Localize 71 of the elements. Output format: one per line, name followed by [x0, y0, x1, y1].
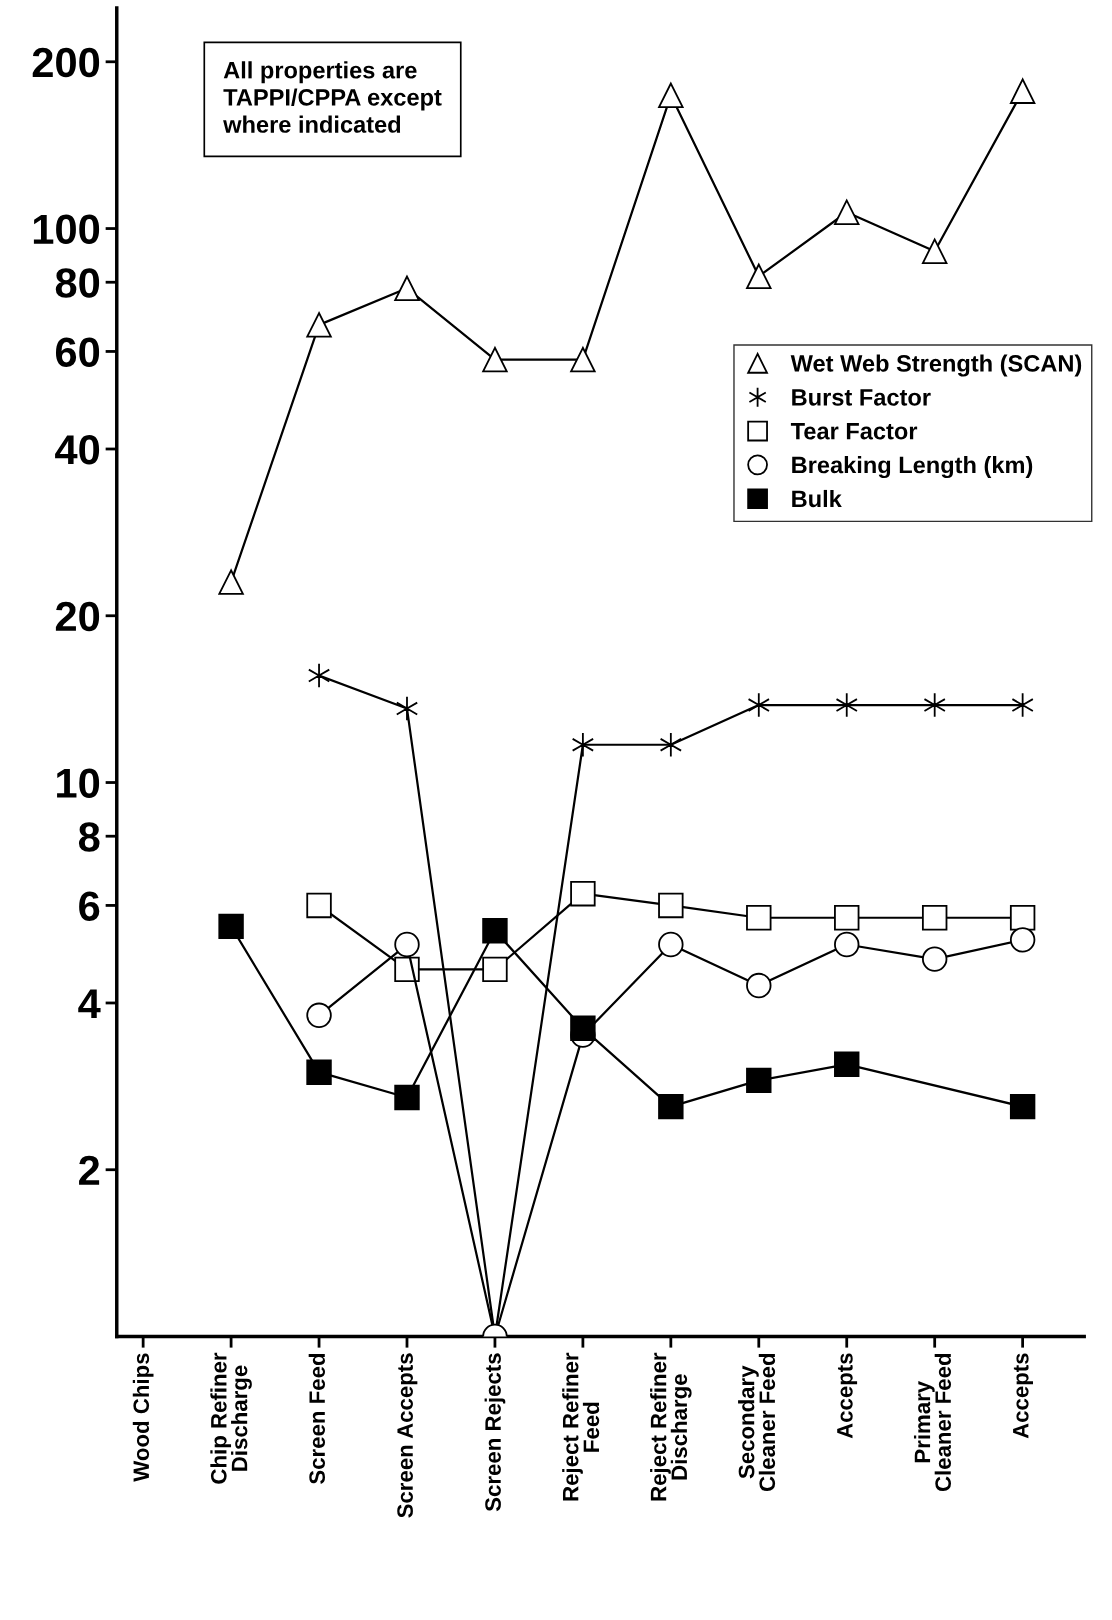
- legend-label: Bulk: [792, 489, 842, 508]
- y-tick-label: 2: [79, 1155, 100, 1185]
- point: [570, 1015, 596, 1042]
- y-tick-label: 40: [55, 435, 100, 465]
- point: [218, 913, 244, 940]
- point: [921, 905, 948, 931]
- x-tick-label: Reject Refiner Feed: [562, 1352, 600, 1501]
- x-tick-label: Chip Refiner Discharge: [210, 1352, 252, 1484]
- y-tick-label: 6: [79, 891, 100, 921]
- point: [218, 569, 244, 595]
- point: [570, 346, 596, 373]
- x-tick-label: Primary Cleaner Feed: [913, 1353, 952, 1492]
- point: [1011, 692, 1034, 718]
- point: [306, 1059, 332, 1085]
- x-tick-label: Reject Refiner Discharge: [650, 1352, 692, 1501]
- y-tick-label: 100: [33, 214, 100, 245]
- point: [747, 692, 770, 718]
- point: [658, 931, 684, 958]
- point: [1009, 78, 1036, 104]
- legend-label: Tear Factor: [790, 423, 918, 440]
- point: [921, 238, 948, 264]
- point: [307, 662, 331, 689]
- point: [923, 692, 946, 718]
- legend-label: Wet Web Strength (SCAN): [790, 354, 1082, 377]
- x-tick-label: Accepts: [1013, 1353, 1033, 1439]
- point: [834, 905, 860, 931]
- legend-label: Breaking Length (km): [792, 456, 1033, 479]
- y-tick-label: 4: [78, 989, 101, 1019]
- point: [570, 880, 596, 907]
- y-tick-label: 200: [32, 47, 100, 78]
- point: [394, 931, 420, 958]
- y-tick-label: 8: [78, 822, 100, 852]
- point: [1009, 905, 1036, 931]
- point: [834, 1051, 860, 1078]
- point: [394, 956, 420, 983]
- point: [834, 199, 860, 225]
- point: [1009, 927, 1036, 953]
- point: [659, 732, 682, 758]
- point: [658, 892, 684, 919]
- point: [306, 312, 332, 338]
- y-tick-label: 20: [55, 601, 100, 632]
- point: [658, 1093, 684, 1120]
- x-tick-label: Wood Chips: [132, 1353, 154, 1482]
- x-tick-label: Screen Accepts: [397, 1353, 418, 1518]
- point: [482, 956, 508, 983]
- point: [746, 263, 772, 290]
- x-tick-label: Secondary Cleaner Feed: [738, 1353, 776, 1492]
- annotation: All properties are TAPPI/CPPA except where indicated: [223, 61, 442, 133]
- point: [746, 905, 772, 931]
- point: [835, 692, 858, 718]
- x-tick-label: Accepts: [837, 1353, 858, 1439]
- x-tick-label: Screen Rejects: [484, 1353, 506, 1512]
- point: [746, 1067, 772, 1094]
- point: [482, 346, 508, 373]
- x-tick-label: Screen Feed: [308, 1353, 326, 1484]
- point: [394, 1084, 420, 1111]
- legend-label: Burst Factor: [792, 389, 931, 406]
- point: [1009, 1093, 1036, 1120]
- point: [921, 946, 948, 972]
- point: [306, 892, 332, 919]
- y-tick-label: 80: [55, 268, 100, 298]
- point: [834, 931, 860, 958]
- point: [395, 695, 419, 722]
- point: [658, 82, 684, 109]
- point: [306, 1002, 332, 1029]
- point: [746, 972, 772, 999]
- y-tick-label: 60: [55, 337, 100, 367]
- point: [394, 275, 420, 302]
- point: [482, 918, 508, 944]
- point: [571, 732, 595, 758]
- y-tick-label: 10: [57, 768, 100, 799]
